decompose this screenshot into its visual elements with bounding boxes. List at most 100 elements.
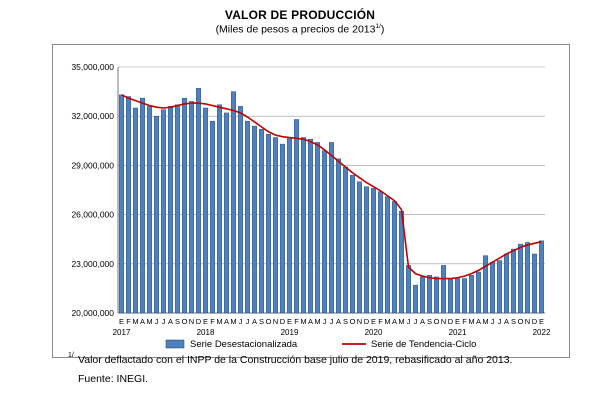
month-label: M (468, 317, 474, 326)
month-label: M (146, 317, 152, 326)
month-label: A (224, 317, 229, 326)
bar (272, 137, 279, 314)
month-label: M (384, 317, 390, 326)
month-label: J (162, 317, 166, 326)
bar (405, 265, 412, 314)
footnote-mark: 1/ (68, 352, 74, 359)
bar (468, 275, 475, 314)
y-tick-label: 26,000,000 (71, 210, 114, 220)
bar (524, 242, 531, 314)
month-label: D (448, 317, 454, 326)
footnote: 1/ Valor deflactado con el INPP de la Co… (68, 352, 513, 367)
month-label: A (392, 317, 397, 326)
year-label: 2021 (449, 328, 467, 337)
month-label: O (518, 317, 524, 326)
bar (391, 201, 398, 314)
subtitle-close: ) (380, 23, 385, 36)
bar (223, 112, 230, 314)
month-label: E (203, 317, 208, 326)
bar (321, 150, 328, 314)
month-label: F (378, 317, 383, 326)
bar (503, 253, 510, 314)
month-label: A (476, 317, 481, 326)
year-label: 2022 (533, 328, 551, 337)
bar (251, 125, 258, 314)
y-tick-label: 20,000,000 (71, 308, 114, 318)
month-label: E (371, 317, 376, 326)
bar (384, 196, 391, 314)
bar (531, 253, 538, 314)
bar (132, 107, 139, 314)
bar (461, 278, 468, 314)
month-label: S (175, 317, 180, 326)
bar (209, 120, 216, 314)
bar (202, 107, 209, 314)
bar (118, 94, 125, 314)
bar (139, 97, 146, 314)
bar (328, 142, 335, 314)
month-label: O (350, 317, 356, 326)
bar (440, 265, 447, 314)
bar (286, 137, 293, 314)
bar (293, 119, 300, 314)
bar (258, 129, 265, 314)
bar (489, 261, 496, 314)
month-label: A (336, 317, 341, 326)
month-label: J (407, 317, 411, 326)
bar (279, 143, 286, 314)
bar (181, 97, 188, 314)
bar (244, 120, 251, 314)
legend-label: Serie Desestacionalizada (190, 339, 298, 350)
y-tick-label: 23,000,000 (71, 259, 114, 269)
bar (538, 240, 545, 314)
subtitle-footnote-ref: 1/ (375, 23, 381, 30)
month-label: A (420, 317, 425, 326)
month-label: S (343, 317, 348, 326)
bar (153, 115, 160, 314)
chart-header: VALOR DE PRODUCCIÓN (Miles de pesos a pr… (0, 8, 600, 36)
month-label: J (491, 317, 495, 326)
legend: Serie Desestacionalizada Serie de Tendenc… (165, 339, 476, 350)
chart-title: VALOR DE PRODUCCIÓN (224, 8, 376, 22)
month-label: J (323, 317, 327, 326)
month-label: O (434, 317, 440, 326)
month-label: N (273, 317, 278, 326)
month-label: J (330, 317, 334, 326)
bar (335, 158, 342, 314)
year-label: 2020 (365, 328, 383, 337)
bar (195, 88, 202, 314)
bar (454, 278, 461, 314)
month-label: N (189, 317, 194, 326)
bar (370, 188, 377, 314)
bar (342, 166, 349, 314)
month-label: D (280, 317, 286, 326)
month-label: S (427, 317, 432, 326)
y-tick-label: 32,000,000 (71, 111, 114, 121)
bar (433, 276, 440, 314)
month-label: E (287, 317, 292, 326)
bar (300, 137, 307, 314)
bar (363, 186, 370, 314)
bar (237, 106, 244, 314)
month-label: F (210, 317, 215, 326)
month-label: F (294, 317, 299, 326)
month-label: J (155, 317, 159, 326)
legend-bar-swatch (165, 339, 185, 349)
footnote-text: Valor deflactado con el INPP de la Const… (78, 354, 513, 366)
month-label: J (246, 317, 250, 326)
month-label: A (504, 317, 509, 326)
month-label: E (455, 317, 460, 326)
month-label: A (308, 317, 313, 326)
bar (216, 104, 223, 314)
year-label: 2017 (113, 328, 131, 337)
bar (160, 109, 167, 314)
month-label: M (300, 317, 306, 326)
month-label: D (196, 317, 202, 326)
month-label: O (266, 317, 272, 326)
month-label: M (216, 317, 222, 326)
bar (349, 175, 356, 314)
month-label: D (364, 317, 370, 326)
bar (377, 191, 384, 314)
month-label: N (441, 317, 446, 326)
bar (496, 260, 503, 314)
